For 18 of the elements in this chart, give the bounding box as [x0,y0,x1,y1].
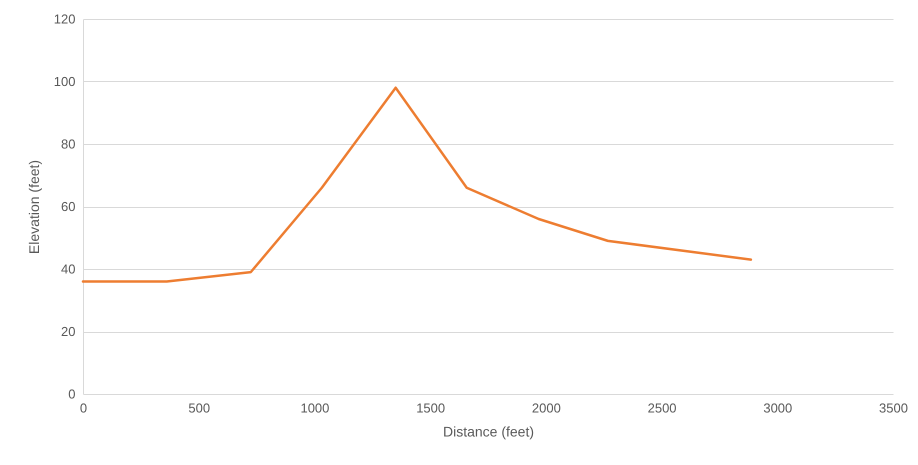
y-tick-label: 40 [61,262,76,276]
y-tick-label: 80 [61,136,76,152]
x-tick-label: 0 [80,400,88,416]
x-tick-label: 3500 [879,400,908,416]
y-axis-title: Elevation (feet) [26,160,42,254]
x-tick-label: 2500 [648,400,677,416]
y-tick-label: 120 [54,12,76,26]
x-tick-label: 1500 [416,400,446,416]
line-series [82,86,752,283]
x-tick-label: 2000 [532,400,561,416]
x-tick-label: 3000 [763,400,792,416]
x-tick-label: 500 [188,400,210,416]
x-axis-title: Distance (feet) [442,424,534,440]
y-tick-label: 100 [54,74,76,89]
x-tick-label: 1000 [300,400,330,416]
y-tick-label: 60 [61,199,76,214]
y-tick-label: 0 [68,386,76,402]
y-tick-label: 20 [61,324,76,339]
